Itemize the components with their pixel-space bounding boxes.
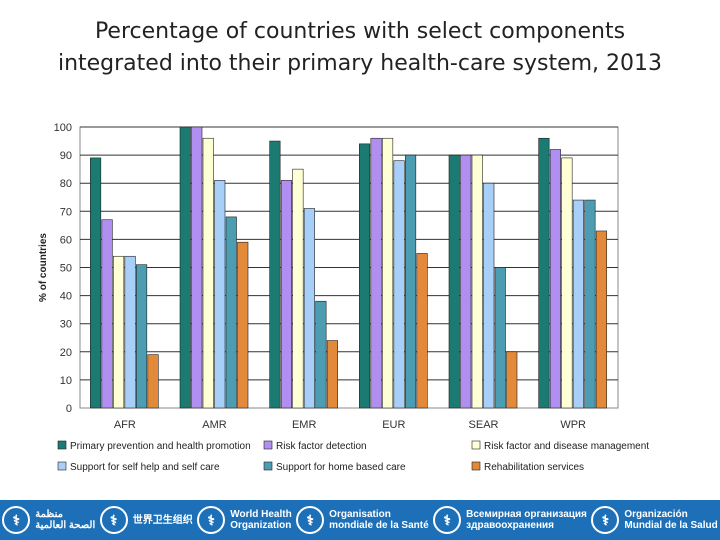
x-tick-label: AMR xyxy=(202,419,227,431)
y-tick-label: 40 xyxy=(60,291,72,303)
legend-swatch xyxy=(263,440,273,450)
title-line-2: integrated into their primary health-car… xyxy=(57,51,663,76)
who-emblem-icon: ⚕ xyxy=(2,506,31,534)
y-tick-label: 80 xyxy=(60,178,72,190)
bar-eur-s0 xyxy=(359,143,371,409)
who-emblem-icon: ⚕ xyxy=(591,506,620,534)
y-axis-label: % of countries xyxy=(38,233,49,302)
who-logo-chinese: ⚕ 世界卫生组织 xyxy=(99,506,193,534)
legend-label: Rehabilitation services xyxy=(484,462,584,473)
legend-label: Primary prevention and health promotion xyxy=(70,441,251,452)
bar-sear-s4 xyxy=(494,267,506,409)
bar-wpr-s2 xyxy=(561,157,573,409)
org-name-russian: Всемирная организация здравоохранения xyxy=(466,509,587,531)
title-line-1: Percentage of countries with select comp… xyxy=(94,19,626,44)
who-logo-french: ⚕ Organisation mondiale de la Santé xyxy=(296,506,429,534)
who-emblem-icon: ⚕ xyxy=(296,506,325,534)
bar-sear-s2 xyxy=(471,154,483,409)
x-tick-label: EMR xyxy=(292,419,317,431)
y-tick-label: 100 xyxy=(54,122,72,134)
bar-eur-s3 xyxy=(393,160,405,409)
org-name-french: Organisation mondiale de la Santé xyxy=(329,509,429,531)
who-emblem-icon: ⚕ xyxy=(433,506,462,534)
bar-emr-s5 xyxy=(326,340,338,409)
bar-amr-s4 xyxy=(225,216,237,409)
bar-amr-s3 xyxy=(214,180,226,409)
bar-chart: 0 10 20 30 40 50 60 70 80 90 100 % of countries AFR A… xyxy=(38,122,649,473)
x-tick-label: WPR xyxy=(560,419,586,431)
legend-label: Risk factor detection xyxy=(276,441,367,452)
bar-afr-s0 xyxy=(90,157,102,409)
y-tick-label: 0 xyxy=(66,403,72,415)
y-tick-label: 30 xyxy=(60,319,72,331)
bar-amr-s2 xyxy=(202,137,214,409)
bar-emr-s4 xyxy=(315,300,327,409)
bar-wpr-s1 xyxy=(549,149,561,409)
bar-wpr-s3 xyxy=(572,199,584,409)
bar-afr-s5 xyxy=(147,354,159,409)
who-logo-russian: ⚕ Всемирная организация здравоохранения xyxy=(433,506,587,534)
bar-afr-s4 xyxy=(136,264,148,409)
org-name-english: World Health Organization xyxy=(230,509,292,531)
who-logo-english: ⚕ World Health Organization xyxy=(197,506,292,534)
x-tick-label: AFR xyxy=(114,419,136,431)
bar-amr-s5 xyxy=(237,241,249,409)
bar-wpr-s0 xyxy=(538,137,550,409)
legend-swatch xyxy=(471,461,481,471)
y-tick-label: 50 xyxy=(60,263,72,275)
who-logo-spanish: ⚕ Organización Mundial de la Salud xyxy=(591,506,718,534)
org-name-chinese: 世界卫生组织 xyxy=(132,514,193,526)
bar-emr-s1 xyxy=(280,180,292,409)
bar-eur-s4 xyxy=(405,154,417,409)
chart-title: Percentage of countries with select comp… xyxy=(0,16,720,80)
legend-label: Risk factor and disease management xyxy=(484,441,649,452)
legend-swatch xyxy=(471,440,481,450)
legend-swatch xyxy=(57,440,67,450)
who-emblem-icon: ⚕ xyxy=(99,506,128,534)
y-tick-label: 70 xyxy=(60,206,72,218)
x-tick-label: SEAR xyxy=(469,419,499,431)
bar-emr-s0 xyxy=(269,140,281,409)
bar-amr-s0 xyxy=(179,126,191,409)
x-tick-label: EUR xyxy=(382,419,405,431)
bar-sear-s1 xyxy=(460,154,472,409)
bar-wpr-s4 xyxy=(584,199,596,409)
org-name-arabic: منظمة الصحة العالمية xyxy=(35,509,96,531)
y-tick-label: 90 xyxy=(60,150,72,162)
bar-sear-s3 xyxy=(483,182,495,409)
legend-swatch xyxy=(263,461,273,471)
who-footer-banner: ⚕ منظمة الصحة العالمية ⚕ 世界卫生组织 ⚕ World … xyxy=(0,500,720,540)
legend-label: Support for self help and self care xyxy=(70,462,220,473)
bar-emr-s2 xyxy=(292,168,304,409)
bar-eur-s1 xyxy=(370,137,382,409)
bar-sear-s5 xyxy=(506,351,518,409)
org-name-spanish: Organización Mundial de la Salud xyxy=(624,509,718,531)
who-logo-arabic: ⚕ منظمة الصحة العالمية xyxy=(2,506,95,534)
legend-swatch xyxy=(57,461,67,471)
bar-wpr-s5 xyxy=(595,230,607,409)
bar-afr-s3 xyxy=(124,255,136,409)
bar-amr-s1 xyxy=(191,126,203,409)
bar-sear-s0 xyxy=(448,154,460,409)
who-emblem-icon: ⚕ xyxy=(197,506,226,534)
bar-eur-s5 xyxy=(416,253,428,409)
legend-label: Support for home based care xyxy=(276,462,406,473)
y-tick-label: 10 xyxy=(60,375,72,387)
bar-afr-s1 xyxy=(101,219,113,409)
bar-eur-s2 xyxy=(382,137,394,409)
bar-afr-s2 xyxy=(113,255,125,409)
y-tick-label: 60 xyxy=(60,234,72,246)
y-tick-label: 20 xyxy=(60,347,72,359)
bar-emr-s3 xyxy=(303,208,315,409)
